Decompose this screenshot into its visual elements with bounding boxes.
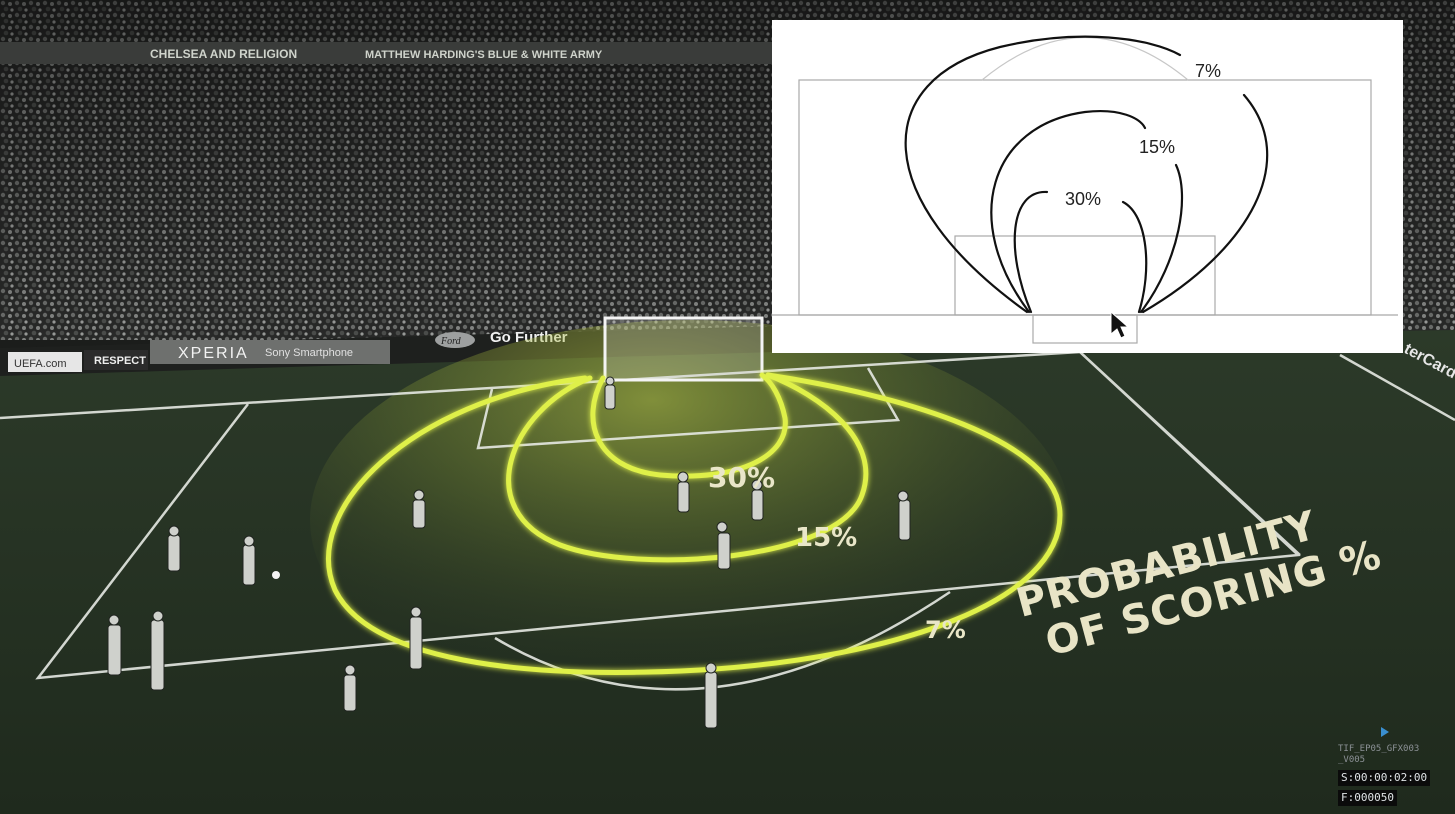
inset-zone-30-curve-right <box>1121 200 1148 314</box>
uefa-board <box>8 352 82 372</box>
pitch-label-30: 30% <box>708 461 775 494</box>
player-figure <box>412 489 426 529</box>
respect-board <box>84 350 148 370</box>
zone-15-curve <box>506 372 869 563</box>
player-goalkeeper <box>604 376 616 410</box>
uefa-board-text: UEFA.com <box>14 358 67 370</box>
pitch-label-15: 15% <box>795 523 857 553</box>
inset-zone-7-curve <box>904 35 1182 314</box>
xperia-board-text: XPERIA <box>178 345 249 362</box>
timecode-seconds: S:00:00:02:00 <box>1338 770 1431 786</box>
player-figure <box>751 479 764 521</box>
player-figure <box>704 662 718 729</box>
player-figure <box>409 606 423 670</box>
player-figure <box>343 664 357 712</box>
play-marker-icon <box>1381 727 1389 737</box>
inset-diagram: 7% 15% 30% <box>772 20 1403 353</box>
side-line <box>1339 353 1455 422</box>
touch-line <box>1079 351 1301 556</box>
player-figure <box>107 614 122 676</box>
respect-board-text: RESPECT <box>94 355 146 367</box>
inset-zone-30-curve <box>1013 190 1049 314</box>
timecode-overlay: TIF_EP05_GFX003 _V005 S:00:00:02:00 F:00… <box>1338 744 1448 806</box>
player-figure <box>242 535 256 586</box>
inset-zone-15-curve-right <box>1139 163 1184 314</box>
mouse-cursor-icon <box>1110 310 1130 339</box>
six-yard-box-line <box>476 367 901 450</box>
inset-zone-7-curve-right <box>1141 93 1269 314</box>
inset-label-30: 30% <box>1065 189 1101 209</box>
inset-label-7: 7% <box>1195 61 1221 81</box>
xperia-board <box>150 340 390 364</box>
banner-left-text: CHELSEA AND RELIGION <box>150 47 297 61</box>
players <box>107 376 911 729</box>
inset-panel <box>772 20 1403 353</box>
pitch-label-7: 7% <box>925 616 966 644</box>
ball <box>272 571 280 579</box>
ford-logo-text: Ford <box>440 336 462 347</box>
zone-7-curve <box>326 372 1063 675</box>
player-figure <box>716 521 731 570</box>
player-figure <box>167 525 181 572</box>
banner-right-text: MATTHEW HARDING'S BLUE & WHITE ARMY <box>365 49 603 61</box>
timecode-frames: F:000050 <box>1338 790 1397 806</box>
probability-zones <box>326 372 1063 675</box>
clip-name-line-2: _V005 <box>1338 755 1366 765</box>
zone-30-curve <box>590 372 788 479</box>
player-figure <box>897 490 911 541</box>
player-figure <box>150 610 165 691</box>
inset-goal <box>1032 314 1138 344</box>
sony-board-text: Sony Smartphone <box>265 347 353 359</box>
inset-zone-15-curve <box>990 110 1147 314</box>
goal-frame <box>603 316 764 382</box>
upper-tier-banner: CHELSEA AND RELIGION MATTHEW HARDING'S B… <box>0 42 775 64</box>
ford-logo <box>435 332 475 348</box>
player-figure <box>677 471 690 513</box>
clip-name-line-1: TIF_EP05_GFX003 <box>1338 744 1420 754</box>
inset-label-15: 15% <box>1139 137 1175 157</box>
